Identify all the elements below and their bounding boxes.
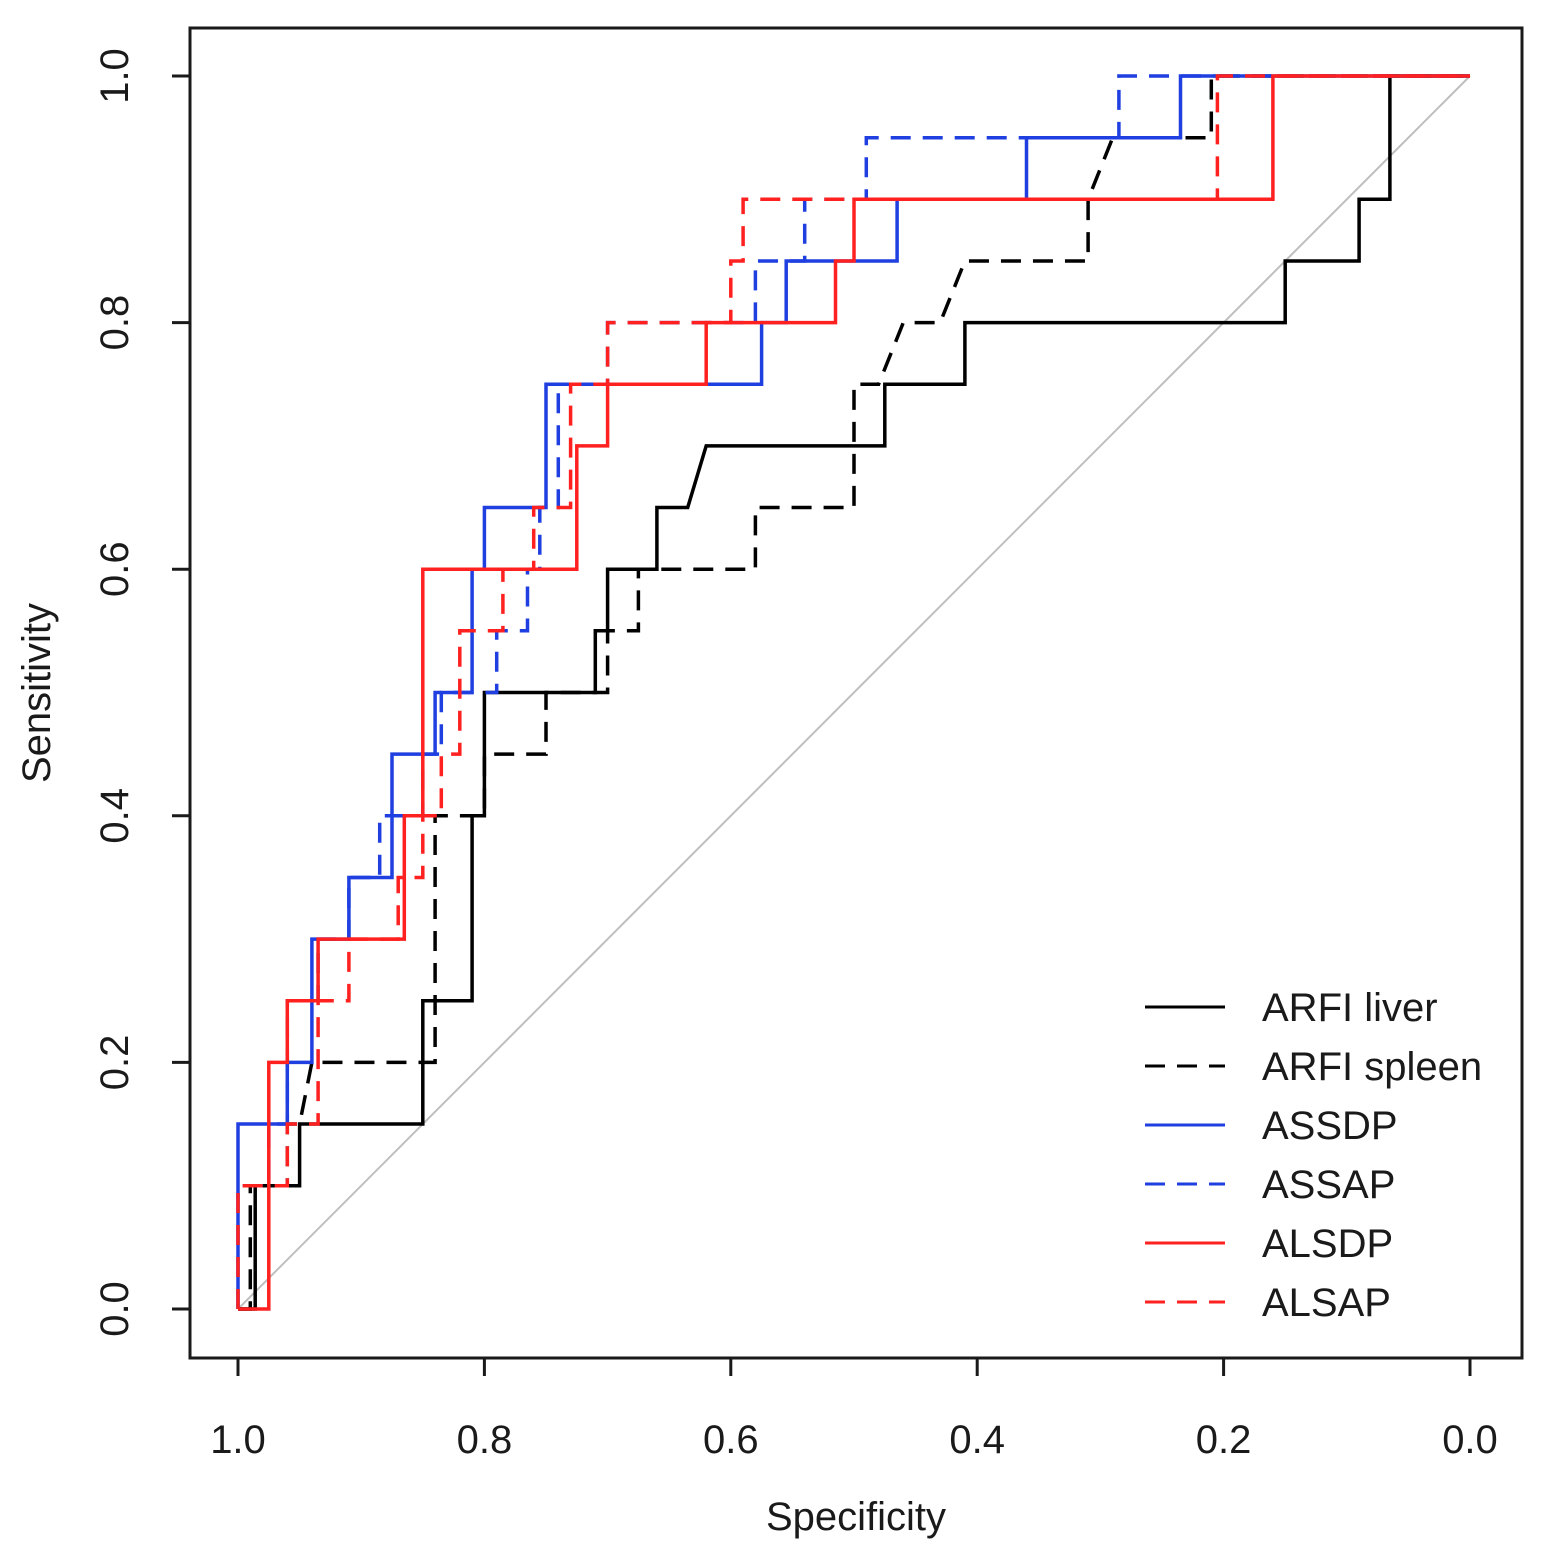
series-line-alsap: [236, 74, 1470, 1309]
y-tick-label: 0.4: [93, 788, 137, 844]
y-tick-label: 0.0: [93, 1281, 137, 1337]
x-axis-label: Specificity: [766, 1495, 946, 1539]
y-tick-label: 0.8: [93, 295, 137, 351]
x-tick-label: 1.0: [210, 1418, 266, 1462]
series-line-arfi-spleen: [238, 74, 1470, 1311]
x-axis: 1.0 0.8 0.6 0.4 0.2 0.0: [210, 1356, 1498, 1462]
plot-frame: [188, 26, 1524, 1360]
legend-label: ALSDP: [1262, 1222, 1393, 1266]
x-tick-label: 0.2: [1196, 1418, 1252, 1462]
series-line-alsdp: [238, 74, 1470, 1311]
y-axis-label: Sensitivity: [15, 603, 59, 783]
legend-label: ARFI spleen: [1262, 1045, 1482, 1089]
legend-label: ARFI liver: [1262, 986, 1438, 1030]
x-tick-label: 0.6: [703, 1418, 759, 1462]
y-tick-label: 0.6: [93, 541, 137, 597]
legend-label: ALSAP: [1262, 1281, 1391, 1325]
reference-diagonal: [237, 75, 1471, 1310]
legend-label: ASSAP: [1262, 1163, 1395, 1207]
legend: ARFI liver ARFI spleen ASSDP ASSAP ALSDP ALSA…: [1145, 986, 1482, 1325]
series-line-arfi-liver: [238, 74, 1470, 1311]
legend-label: ASSDP: [1262, 1104, 1398, 1148]
series-layer: [236, 74, 1470, 1311]
y-tick-label: 0.2: [93, 1035, 137, 1091]
x-tick-label: 0.8: [457, 1418, 513, 1462]
y-axis: 0.0 0.2 0.4 0.6 0.8 1.0: [93, 48, 192, 1337]
x-tick-label: 0.0: [1442, 1418, 1498, 1462]
x-tick-label: 0.4: [949, 1418, 1005, 1462]
y-tick-label: 1.0: [93, 48, 137, 104]
